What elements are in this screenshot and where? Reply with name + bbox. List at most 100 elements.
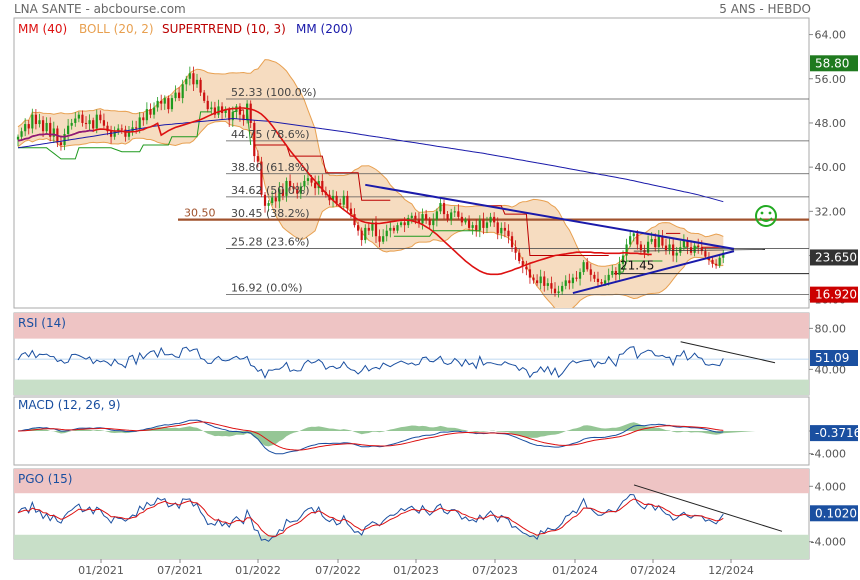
candle <box>321 174 324 196</box>
candle <box>192 66 195 92</box>
candle <box>507 224 510 244</box>
y-tick-label: 40.00 <box>815 161 847 174</box>
candle <box>575 271 578 282</box>
candle <box>571 273 574 289</box>
candle <box>629 231 632 248</box>
last-value-badge: 58.80 <box>810 55 858 72</box>
mm200-line <box>17 117 724 203</box>
candle <box>195 73 199 88</box>
y-tick-label: 48.00 <box>815 117 847 130</box>
candle <box>425 209 428 224</box>
candle <box>500 222 503 239</box>
fib-level-label: 25.28 (23.6%) <box>231 235 310 248</box>
macd-legend: MACD (12, 26, 9) <box>18 398 121 412</box>
candle <box>392 225 395 234</box>
candle <box>185 75 188 92</box>
legend-supertrend: SUPERTREND (10, 3) <box>162 22 286 36</box>
rsi-line <box>17 346 724 379</box>
y-tick-label: 40.00 <box>815 363 847 376</box>
candle <box>149 103 152 119</box>
candle <box>722 250 725 264</box>
candle <box>52 121 55 143</box>
candle <box>31 108 34 134</box>
candle <box>253 120 256 163</box>
price-trendline <box>572 250 735 295</box>
candle <box>679 240 682 256</box>
candle <box>263 192 267 213</box>
x-tick-label: 01/2023 <box>393 564 439 577</box>
candle <box>288 174 292 191</box>
supertrend-line <box>254 144 391 201</box>
candle <box>485 216 489 233</box>
candle <box>693 242 696 257</box>
candle <box>428 217 431 229</box>
fib-level-label: 44.75 (78.6%) <box>231 128 310 141</box>
candle <box>274 190 277 208</box>
price-trendline <box>365 183 735 250</box>
candle <box>607 268 610 286</box>
last-value-label: -0.3716 <box>815 426 860 440</box>
candle <box>557 285 560 298</box>
supertrend-line <box>619 260 663 273</box>
chart-source-title: LNA SANTE - abcbourse.com <box>14 2 186 16</box>
candle <box>242 109 245 126</box>
candle <box>156 97 159 112</box>
candle <box>478 215 481 238</box>
candle <box>170 95 174 112</box>
candle <box>314 175 317 196</box>
candle <box>292 183 295 194</box>
candle <box>81 110 84 127</box>
candle <box>59 135 63 151</box>
candle <box>657 230 660 253</box>
candle <box>160 94 163 111</box>
fib-level-label: 34.62 (50.0%) <box>231 184 310 197</box>
pgo-legend: PGO (15) <box>18 472 72 486</box>
fib-level-label: 30.45 (38.2%) <box>231 207 310 220</box>
candle <box>145 102 148 125</box>
candle <box>77 111 80 123</box>
candle <box>399 219 403 228</box>
y-tick-label: 56.00 <box>815 73 847 86</box>
candle <box>421 208 424 230</box>
candle <box>378 229 381 248</box>
x-tick-label: 01/2022 <box>235 564 281 577</box>
candle <box>643 244 646 259</box>
candle <box>457 204 460 220</box>
y-tick-label: 80.00 <box>815 322 847 335</box>
candle <box>618 256 621 280</box>
candle <box>306 172 310 186</box>
price-trendline-tip <box>633 249 766 252</box>
candle <box>360 227 363 246</box>
candle <box>668 238 671 255</box>
candle <box>24 118 27 137</box>
last-value-label: 0.1020 <box>815 506 857 520</box>
candle <box>281 183 285 201</box>
supertrend-line <box>239 109 244 111</box>
candle <box>439 198 442 215</box>
candle <box>45 117 48 134</box>
chart-period-label: 5 ANS - HEBDO <box>719 2 811 16</box>
candle <box>127 125 131 141</box>
candle <box>199 77 202 97</box>
candle <box>578 268 582 286</box>
candle <box>249 100 252 128</box>
candle <box>203 89 206 104</box>
candle <box>407 214 410 229</box>
candle <box>460 212 464 227</box>
candle <box>611 265 614 278</box>
candle <box>682 234 685 251</box>
candle <box>256 150 259 168</box>
last-value-label: 51.09 <box>815 351 849 365</box>
candle <box>675 246 678 263</box>
x-tick-label: 01/2024 <box>552 564 598 577</box>
y-tick-label: 32.00 <box>815 205 847 218</box>
candle <box>586 257 589 272</box>
candle <box>224 106 227 118</box>
candle <box>142 112 145 126</box>
supertrend-line <box>232 110 237 113</box>
candle <box>41 116 45 137</box>
pgo-signal-line <box>17 498 724 537</box>
candle <box>475 219 478 237</box>
macd-signal-line <box>17 421 724 451</box>
legend-mm200: MM (200) <box>296 22 353 36</box>
